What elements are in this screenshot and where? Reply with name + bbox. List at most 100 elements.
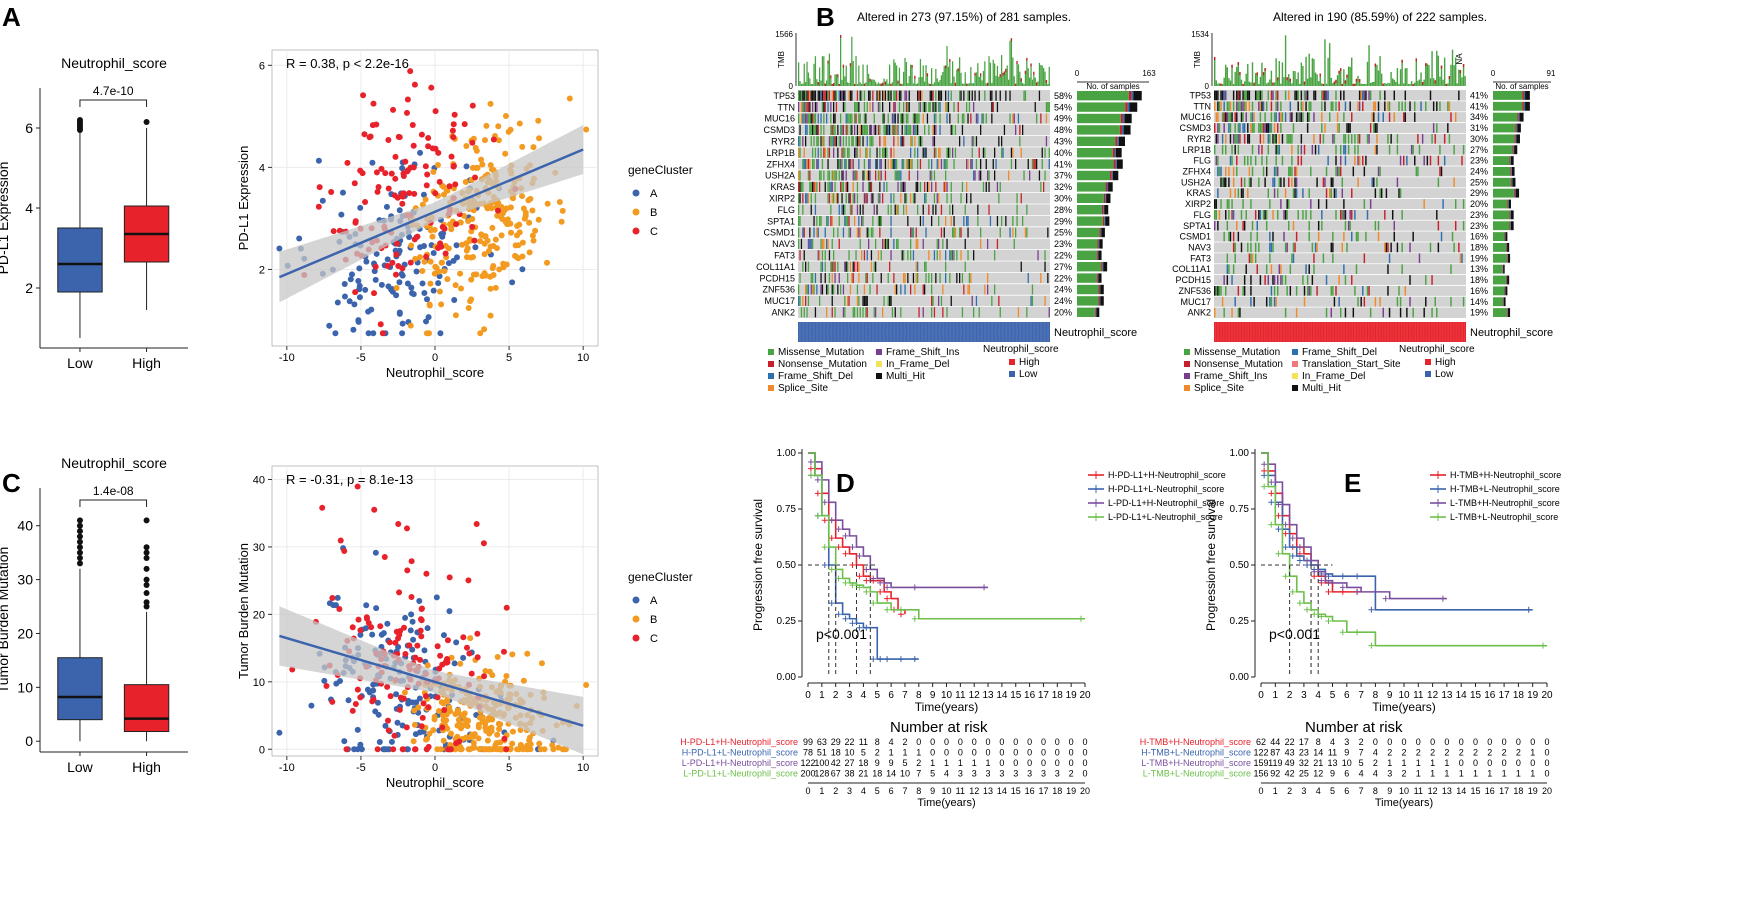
sample-count-bar [1099, 296, 1101, 306]
mutation-cell [833, 136, 835, 147]
mutation-cell [1317, 231, 1320, 242]
mutation-cell [1269, 296, 1271, 307]
mutation-cell [905, 193, 908, 204]
tmb-bar-top [1352, 83, 1355, 86]
sample-count-bar [1493, 221, 1510, 231]
scatter-point [421, 258, 428, 265]
tmb-bar-top [1322, 83, 1325, 86]
mutation-cell [854, 113, 856, 124]
mutation-cell [814, 307, 817, 318]
sample-count-bar [1124, 113, 1132, 124]
mutation-cell [1308, 112, 1310, 122]
mutation-cell [936, 238, 938, 249]
tmb-bar [823, 56, 825, 86]
tmb-bar [978, 76, 980, 86]
scatter-point [409, 618, 416, 625]
mutation-cell [918, 307, 920, 318]
mutation-cell [887, 124, 889, 135]
censor-mark [807, 458, 814, 465]
scatter-point [349, 707, 356, 714]
mutation-cell [879, 136, 881, 147]
km-x-tick-label: 14 [1456, 690, 1468, 701]
risk-x-tick-label: 8 [916, 786, 921, 796]
mutation-cell [897, 238, 899, 249]
legend-dot-a [632, 596, 640, 604]
risk-value: 4 [889, 737, 894, 747]
risk-row-label: H-TMB+L-Neutrophil_score [1141, 748, 1251, 758]
censor-mark [849, 562, 856, 568]
mutation-cell [933, 170, 936, 181]
risk-x-tick-label: 12 [1428, 786, 1438, 796]
scatter-point [480, 540, 487, 547]
km-plot-e: 0.000.250.500.751.000 1 2 3 4 5 6 7 8 9 10 11 12 13 14… [1140, 448, 1562, 809]
mutation-cell [935, 181, 937, 192]
censor-mark [1282, 573, 1289, 580]
mutation-cell [1027, 159, 1029, 170]
scatter-point [396, 207, 403, 214]
legend-label: Frame_Shift_Del [778, 371, 853, 382]
mutation-cell [897, 204, 899, 215]
scatter-point [409, 290, 416, 297]
scatter-point [376, 738, 383, 745]
sample-count-bar [1493, 188, 1514, 198]
mutation-cell [1243, 286, 1246, 296]
tmb-bar [1398, 83, 1400, 86]
scatter-point [460, 654, 467, 661]
sample-count-bar [1513, 145, 1515, 155]
mutation-cell [1351, 275, 1353, 285]
mutation-cell [1357, 155, 1359, 166]
mutation-cell [1275, 296, 1277, 307]
gene-percent: 19% [1470, 253, 1488, 263]
risk-value: 159 [1253, 758, 1268, 768]
mutation-cell [844, 90, 846, 101]
mutation-cell [1436, 101, 1438, 112]
legend-label-b: B [650, 207, 657, 219]
mutation-cell [900, 113, 902, 124]
mutation-cell [798, 113, 800, 124]
risk-value: 0 [986, 737, 991, 747]
mutation-cell [1264, 123, 1266, 133]
mutation-cell [863, 193, 866, 204]
mutation-cell [1243, 220, 1246, 231]
tmb-bar [1027, 68, 1029, 86]
gene-label: TP53 [773, 91, 795, 101]
risk-value: 1 [1416, 758, 1421, 768]
samples-axis-label: No. of samples [1086, 82, 1139, 91]
mutation-cell [883, 113, 885, 124]
mutation-cell [1217, 101, 1219, 112]
scatter-point [377, 623, 384, 630]
mutation-cell [1462, 296, 1465, 307]
mutation-cell [1048, 102, 1050, 113]
mutation-cell [807, 113, 810, 124]
mutation-cell [845, 113, 847, 124]
mutation-cell [1396, 242, 1399, 253]
scatter-point [388, 738, 395, 745]
scatter-point [484, 737, 491, 744]
tmb-bar [898, 67, 901, 86]
mutation-cell [805, 90, 807, 101]
mutation-cell [858, 261, 860, 272]
mutation-cell [918, 136, 920, 147]
mutation-cell [855, 113, 857, 124]
mutation-cell [939, 90, 941, 101]
mutation-cell [1374, 296, 1377, 307]
mutation-cell [1265, 155, 1268, 166]
mutation-cell [1332, 286, 1334, 296]
mutation-cell [837, 159, 839, 170]
scatter-point [330, 228, 337, 235]
mutation-cell [835, 170, 838, 181]
mutation-cell [831, 295, 833, 306]
mutation-cell [810, 238, 812, 249]
mutation-cell [931, 170, 933, 181]
tmb-bar-top [957, 68, 959, 72]
risk-value: 1 [1444, 758, 1449, 768]
mutation-cell [1253, 112, 1255, 122]
tmb-bar [1277, 77, 1279, 86]
mutation-cell [1283, 210, 1285, 220]
mutation-cell [1393, 231, 1395, 242]
mutation-cell [814, 193, 817, 204]
tmb-bar [1280, 83, 1282, 86]
km-x-tick-label: 10 [941, 690, 953, 701]
tmb-bar [903, 71, 905, 86]
scatter-point [430, 727, 437, 734]
